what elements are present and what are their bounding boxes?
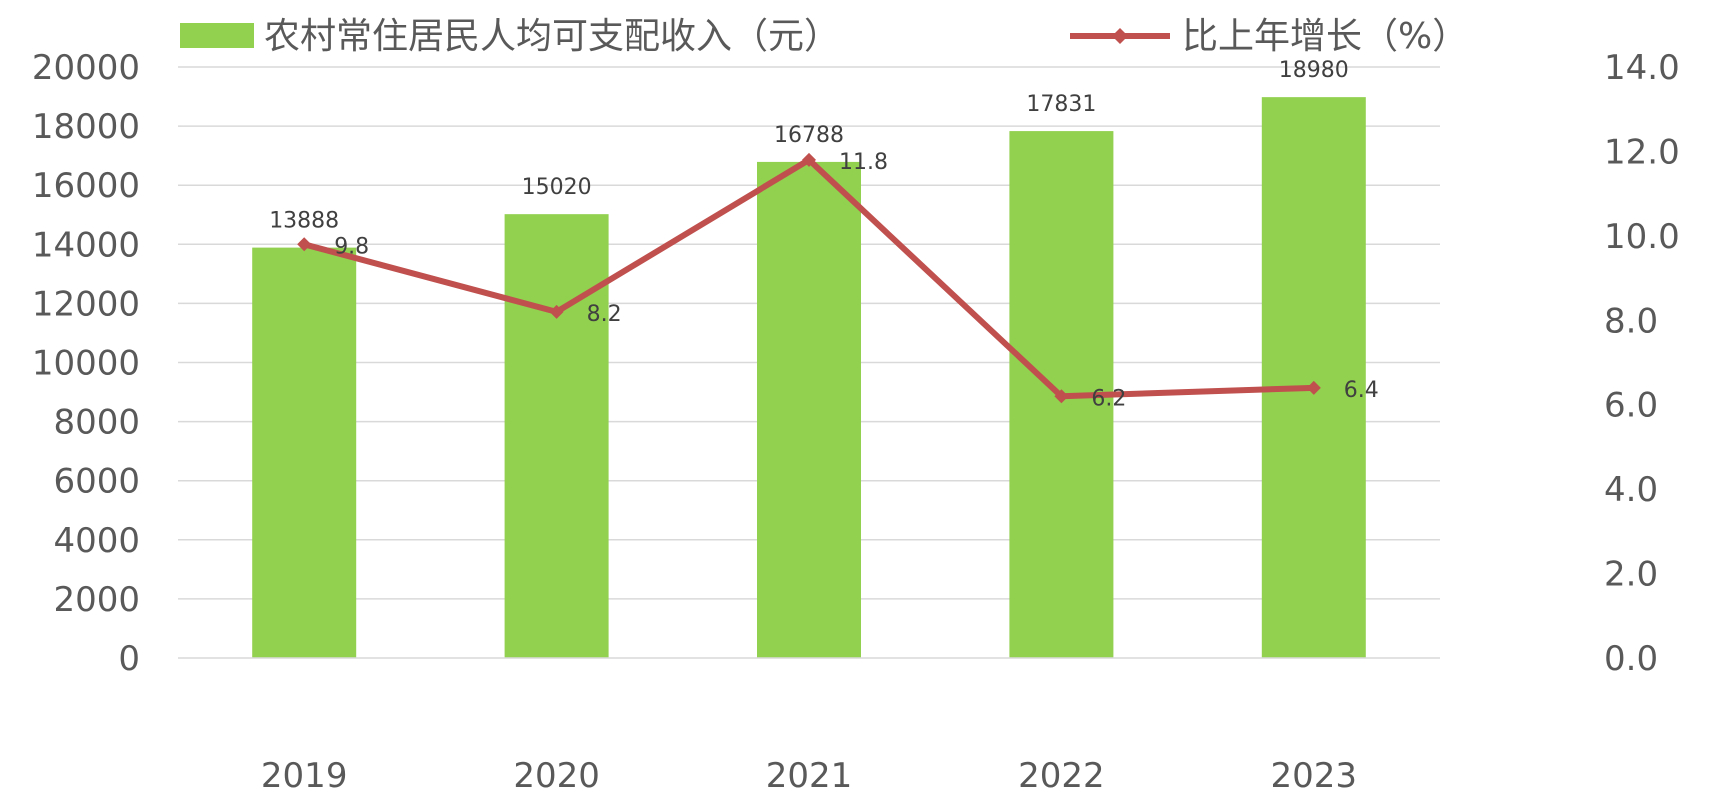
line-point (1054, 389, 1069, 404)
bar (757, 161, 861, 658)
line-point (297, 237, 312, 252)
legend-bar-swatch (180, 23, 254, 48)
data-labels: 13888 15020 16788 17831 18980 9.8 8.2 11.8 6.2 6.… (269, 58, 1379, 411)
bar (252, 247, 357, 658)
y-left-tick-label: 14000 (32, 225, 140, 265)
line-data-label: 8.2 (587, 302, 622, 327)
y-left-tick-label: 8000 (53, 403, 140, 443)
y-right-tick-label: 8.0 (1604, 301, 1658, 341)
y-right-tick-label: 12.0 (1604, 132, 1680, 172)
bar (504, 214, 609, 658)
y-left-tick-label: 12000 (32, 284, 140, 324)
line-point (549, 304, 564, 319)
line-data-label: 9.8 (334, 234, 369, 259)
y-right-tick-label: 0.0 (1604, 639, 1658, 679)
bar-data-label: 18980 (1279, 58, 1349, 83)
y-right-tick-label: 14.0 (1604, 48, 1680, 88)
y-left-tick-label: 16000 (32, 166, 140, 206)
x-tick-label: 2023 (1271, 756, 1358, 796)
y-right-tick-label: 6.0 (1604, 386, 1658, 426)
line-series (297, 152, 1321, 404)
y-left-tick-label: 0 (118, 639, 140, 679)
bar (1261, 97, 1366, 659)
line-data-label: 11.8 (839, 150, 888, 175)
x-tick-label: 2021 (766, 756, 853, 796)
bar-series (252, 97, 1366, 659)
legend-line-label: 比上年增长（%） (1182, 16, 1468, 57)
axes: 0 2000 4000 6000 8000 10000 12000 14000 16000 180… (32, 48, 1680, 796)
line-data-label: 6.2 (1091, 386, 1126, 411)
legend-line-marker (1112, 28, 1128, 44)
y-left-tick-label: 18000 (32, 107, 140, 147)
line-data-label: 6.4 (1344, 378, 1379, 403)
bar-data-label: 16788 (774, 123, 844, 148)
y-right-tick-label: 10.0 (1604, 217, 1680, 257)
legend-bar-label: 农村常住居民人均可支配收入（元） (264, 16, 840, 57)
y-left-tick-label: 4000 (53, 521, 140, 561)
y-left-tick-label: 2000 (53, 580, 140, 620)
x-tick-label: 2020 (513, 756, 600, 796)
x-tick-label: 2022 (1018, 756, 1105, 796)
y-right-tick-label: 2.0 (1604, 555, 1658, 595)
line-point (802, 152, 816, 167)
line-point (1306, 380, 1321, 395)
bar-data-label: 15020 (522, 175, 592, 200)
x-tick-label: 2019 (261, 756, 348, 796)
bar-data-label: 17831 (1026, 92, 1096, 117)
y-left-tick-label: 20000 (32, 48, 140, 88)
bar-data-label: 13888 (269, 209, 339, 234)
legend: 农村常住居民人均可支配收入（元） 比上年增长（%） (180, 16, 1468, 57)
y-left-tick-label: 10000 (32, 344, 140, 384)
y-right-tick-label: 4.0 (1604, 470, 1658, 510)
y-left-tick-label: 6000 (53, 462, 140, 502)
